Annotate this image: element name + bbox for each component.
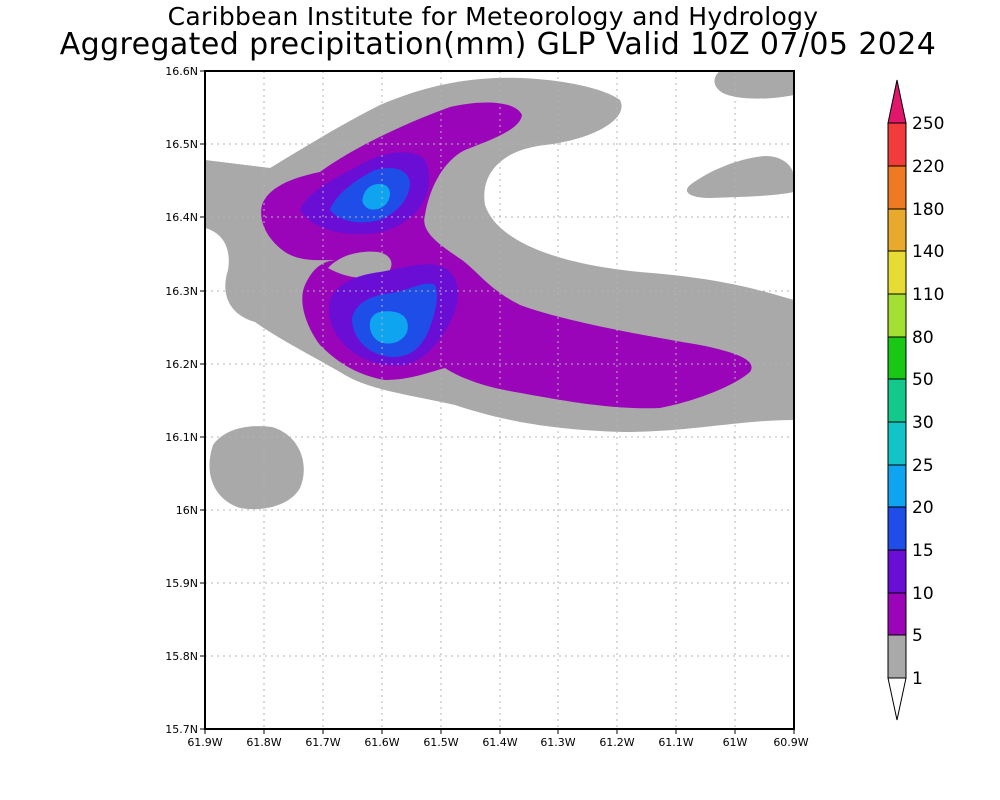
map-grid	[205, 71, 794, 729]
lon-tick-label: 61.9W	[187, 736, 222, 749]
lon-tick-label: 61W	[723, 736, 748, 749]
colorbar-segment	[887, 165, 907, 210]
colorbar-label: 15	[912, 541, 934, 561]
precip-pocket-1-5	[328, 251, 392, 278]
colorbar-segment	[887, 336, 907, 380]
lat-tick-label: 15.9N	[165, 577, 198, 590]
lat-tick-label: 16.6N	[165, 65, 198, 78]
colorbar-label: 5	[912, 626, 923, 646]
chart-subtitle: Aggregated precipitation(mm) GLP Valid 1…	[59, 27, 937, 62]
precip-contour-1-5-ne	[714, 71, 794, 99]
colorbar-label: 140	[912, 242, 944, 262]
chart-title: Caribbean Institute for Meteorology and …	[167, 2, 819, 31]
lon-tick-label: 61.5W	[423, 736, 458, 749]
lat-tick-label: 16.5N	[165, 138, 198, 151]
lon-tick-label: 61.4W	[482, 736, 517, 749]
colorbar-label: 80	[912, 328, 934, 348]
colorbar-label: 110	[912, 285, 944, 305]
lon-tick-label: 61.2W	[599, 736, 634, 749]
precip-contour-1-5-sw	[209, 426, 304, 510]
colorbar-label: 1	[912, 669, 923, 689]
colorbar-segment	[887, 208, 907, 252]
colorbar-segment	[887, 506, 907, 551]
colorbar-segment	[887, 293, 907, 338]
colorbar-segment	[887, 250, 907, 295]
colorbar-segment	[887, 464, 907, 508]
lat-tick-label: 16.4N	[165, 211, 198, 224]
colorbar-labels: 250 220 180 140 110 80 50 30 25 20 15 10…	[912, 114, 944, 689]
lon-tick-label: 61.3W	[540, 736, 575, 749]
colorbar-segment	[887, 634, 907, 679]
colorbar-cap-bottom	[887, 677, 907, 721]
colorbar-label: 220	[912, 157, 944, 177]
lat-axis: 16.6N 16.5N 16.4N 16.3N 16.2N 16.1N 16N …	[165, 65, 205, 736]
colorbar-label: 20	[912, 498, 934, 518]
colorbar-segment	[887, 549, 907, 594]
precip-contour-20-25-south	[369, 311, 408, 344]
lon-tick-label: 60.9W	[773, 736, 808, 749]
colorbar-segment	[887, 592, 907, 636]
precip-contour-20-25-north	[362, 183, 390, 210]
lon-tick-label: 61.7W	[305, 736, 340, 749]
colorbar-segment	[887, 378, 907, 423]
colorbar-label: 50	[912, 370, 934, 390]
colorbar-label: 30	[912, 413, 934, 433]
lat-tick-label: 15.7N	[165, 723, 198, 736]
lon-tick-label: 61.1W	[658, 736, 693, 749]
precip-contour-1-5-e	[686, 156, 794, 198]
colorbar-label: 180	[912, 200, 944, 220]
lon-axis: 61.9W 61.8W 61.7W 61.6W 61.5W 61.4W 61.3…	[187, 729, 809, 749]
colorbar	[887, 79, 907, 721]
colorbar-label: 250	[912, 114, 944, 134]
colorbar-segment	[887, 421, 907, 466]
lat-tick-label: 16.1N	[165, 431, 198, 444]
colorbar-label: 25	[912, 456, 934, 476]
lon-tick-label: 61.6W	[364, 736, 399, 749]
lat-tick-label: 15.8N	[165, 650, 198, 663]
colorbar-label: 10	[912, 584, 934, 604]
lat-tick-label: 16.2N	[165, 358, 198, 371]
lat-tick-label: 16N	[176, 504, 198, 517]
lon-tick-label: 61.8W	[246, 736, 281, 749]
colorbar-cap-top	[887, 79, 907, 124]
lat-tick-label: 16.3N	[165, 285, 198, 298]
colorbar-segment	[887, 122, 907, 167]
precip-field	[205, 71, 794, 510]
